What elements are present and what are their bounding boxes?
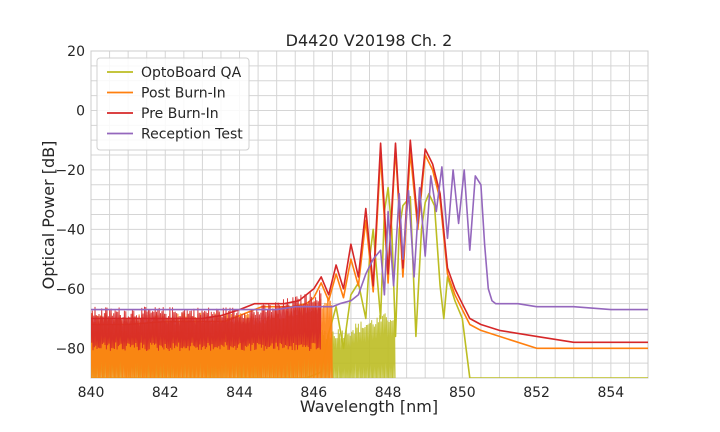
y-tick-label: −20 [55,163,85,179]
series-line-reception-test [91,166,648,311]
series-reception-test [91,166,648,311]
y-tick-label: 0 [76,103,85,119]
noise-floor-pre-burn-in [91,290,322,352]
series-pre-burn-in [91,139,648,352]
series-line-pre-burn-in [91,139,648,344]
y-tick-label: 20 [67,44,85,60]
x-tick-label: 844 [226,385,253,401]
legend-box [96,57,250,151]
x-tick-label: 848 [375,385,402,401]
y-tick-labels: 20 0 −20 −40 −60 −80 [55,44,85,357]
series-line-optoboard-qa [91,186,648,378]
x-tick-label: 846 [300,385,327,401]
x-tick-label: 850 [449,385,476,401]
y-tick-label: −80 [55,341,85,357]
series-layer [91,139,648,378]
y-tick-label: −60 [55,282,85,298]
chart-title: D4420 V20198 Ch. 2 [286,31,453,50]
legend-label: OptoBoard QA [141,65,242,81]
legend-label: Post Burn-In [141,86,226,102]
y-axis-label: Optical Power [dB] [39,141,58,290]
legend: OptoBoard QA Post Burn-In Pre Burn-In Recep… [96,57,250,151]
legend-label: Pre Burn-In [141,106,219,122]
legend-label: Reception Test [141,127,243,143]
x-tick-label: 852 [523,385,550,401]
x-tick-label: 840 [78,385,105,401]
x-tick-labels: 840 842 844 846 848 850 852 854 [78,385,625,401]
x-tick-label: 854 [597,385,624,401]
x-tick-label: 842 [152,385,179,401]
x-axis-label: Wavelength [nm] [300,397,438,416]
y-tick-label: −40 [55,222,85,238]
